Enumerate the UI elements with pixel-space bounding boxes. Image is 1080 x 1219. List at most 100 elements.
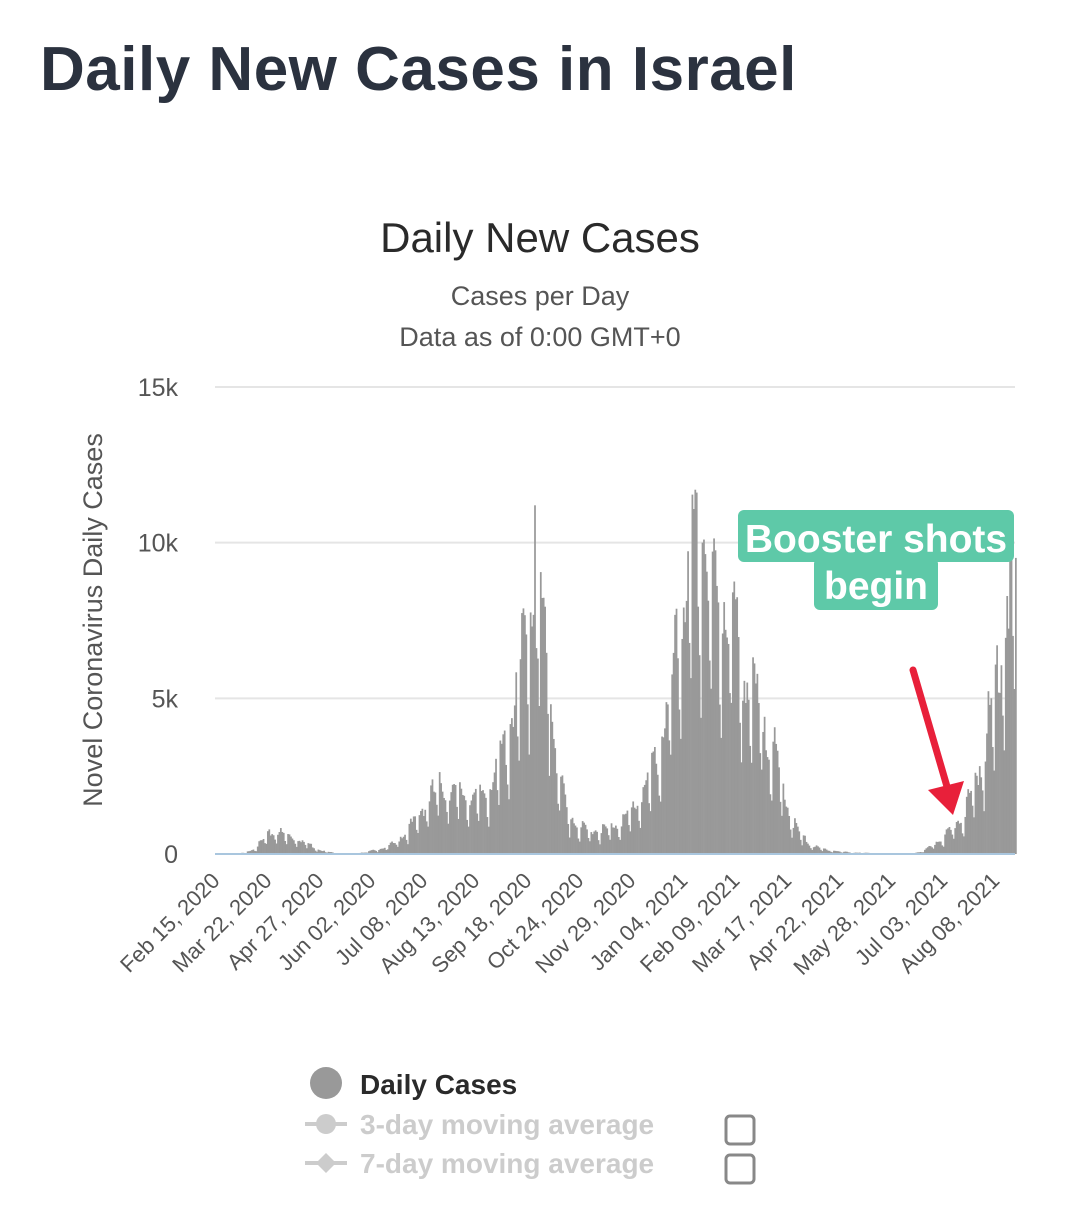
daily-case-bar (1015, 557, 1017, 854)
daily-case-bar (479, 784, 482, 854)
daily-case-bar (1013, 689, 1016, 854)
legend: Daily Cases 3-day moving average 7-day m… (305, 1067, 756, 1185)
daily-case-bar (926, 847, 929, 854)
daily-case-bar (576, 827, 578, 854)
daily-case-bar (508, 799, 510, 854)
daily-case-bar (310, 843, 313, 854)
daily-case-bar (958, 823, 961, 854)
daily-case-bar (382, 848, 385, 854)
daily-case-bar (313, 848, 315, 854)
daily-case-bar (528, 754, 531, 854)
daily-case-bar (314, 850, 317, 854)
daily-case-bar (522, 608, 525, 854)
daily-case-bar (457, 818, 460, 854)
daily-case-bar (467, 826, 470, 854)
daily-case-bar (991, 747, 994, 854)
daily-case-bar (710, 688, 713, 854)
daily-case-bar (258, 841, 261, 854)
daily-case-bar (691, 494, 694, 854)
daily-case-bar (463, 795, 466, 854)
daily-case-bar (568, 837, 571, 854)
daily-case-bar (1002, 715, 1004, 854)
daily-case-bar (373, 850, 376, 854)
daily-case-bar (802, 835, 805, 854)
daily-case-bar (557, 803, 559, 854)
daily-case-bar (952, 838, 955, 854)
daily-case-bar (635, 809, 637, 854)
daily-case-bar (453, 784, 456, 854)
checkbox-7-day-average[interactable] (724, 1153, 756, 1185)
daily-case-bar (560, 776, 562, 854)
daily-case-bar (391, 841, 393, 854)
daily-case-bar (430, 785, 432, 854)
daily-case-bar (964, 816, 967, 854)
daily-case-bar (629, 831, 632, 854)
daily-case-bar (544, 606, 546, 854)
daily-case-bar (558, 810, 561, 854)
daily-case-bar (370, 850, 373, 854)
daily-case-bar (503, 730, 506, 854)
daily-case-bar (532, 614, 535, 854)
daily-case-bar (587, 837, 590, 854)
daily-case-bar (404, 834, 406, 854)
red-arrow-icon (909, 666, 964, 815)
daily-case-bar (815, 845, 818, 854)
legend-item-daily-cases[interactable]: Daily Cases (310, 1067, 517, 1100)
daily-case-bar (256, 846, 259, 854)
daily-case-bar (516, 736, 519, 854)
daily-case-bar (460, 788, 463, 854)
daily-case-bar (694, 489, 697, 854)
daily-case-bar (756, 673, 759, 854)
checkbox-3-day-average[interactable] (724, 1114, 756, 1146)
legend-item-3-day-moving-average[interactable]: 3-day moving average (305, 1109, 654, 1140)
daily-case-bar (708, 660, 711, 854)
daily-case-bar (609, 839, 611, 854)
daily-case-bar (717, 602, 720, 854)
daily-case-bar (760, 769, 763, 854)
daily-case-bar (950, 829, 952, 854)
daily-case-bar (622, 814, 624, 854)
daily-case-bar (948, 827, 951, 854)
daily-case-bar (284, 840, 287, 854)
daily-case-bar (961, 833, 964, 854)
daily-case-bar (846, 851, 848, 854)
daily-case-bar (287, 834, 289, 854)
daily-case-bar (470, 800, 473, 854)
legend-item-7-day-moving-average[interactable]: 7-day moving average (305, 1148, 654, 1179)
daily-case-bar (808, 845, 811, 854)
daily-case-bar (586, 829, 588, 854)
daily-case-bar (749, 745, 752, 854)
daily-case-bar (323, 850, 326, 854)
daily-case-bar (677, 658, 679, 854)
daily-case-bar (651, 752, 653, 854)
daily-case-bar (931, 847, 933, 854)
legend-label-7-day-average: 7-day moving average (360, 1148, 654, 1179)
daily-case-bar (799, 839, 802, 854)
daily-case-bar (327, 851, 330, 854)
daily-case-bar (526, 704, 529, 854)
daily-case-bar (425, 821, 428, 854)
daily-case-bar (405, 839, 408, 854)
daily-case-bar (623, 814, 626, 854)
daily-case-bar (420, 810, 422, 854)
daily-case-bar (947, 828, 949, 854)
daily-case-bar (320, 850, 323, 854)
daily-case-bar (987, 691, 990, 854)
daily-case-bar (474, 788, 477, 854)
daily-case-bar (765, 750, 767, 854)
daily-case-bar (679, 738, 682, 854)
daily-case-bar (281, 831, 284, 854)
daily-case-bar (659, 801, 662, 854)
daily-case-bar (248, 851, 250, 854)
daily-case-bar (563, 783, 565, 854)
daily-case-bar (718, 704, 721, 854)
daily-case-bar (464, 800, 467, 854)
daily-case-bar (398, 841, 401, 854)
daily-case-bar (603, 824, 606, 854)
daily-case-bar (633, 807, 636, 854)
daily-case-bar (935, 841, 938, 854)
daily-case-bar (805, 841, 808, 854)
daily-case-bar (548, 775, 551, 854)
daily-case-bar (266, 831, 269, 854)
daily-case-bar (448, 800, 451, 854)
